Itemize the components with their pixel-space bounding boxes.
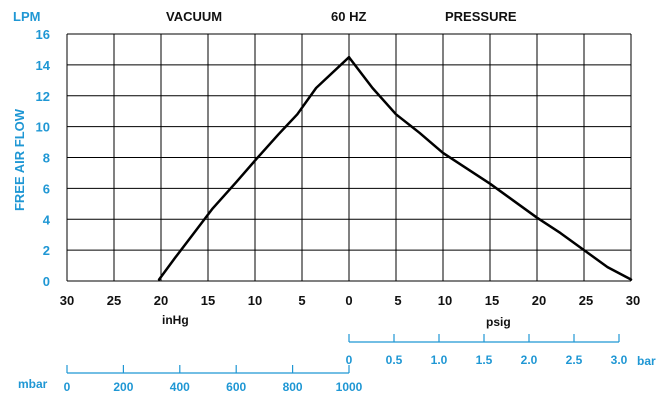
- bar-tick-label: 0.5: [386, 353, 403, 367]
- vacuum-tick-label: 30: [60, 293, 74, 308]
- curves: [157, 55, 633, 281]
- bar-unit-label: bar: [637, 354, 656, 368]
- mbar-tick-label: 200: [113, 380, 133, 394]
- y-tick-label: 0: [43, 274, 50, 289]
- pressure-tick-labels: 51015202530354045: [394, 293, 640, 308]
- bar-tick-label: 1.0: [431, 353, 448, 367]
- mbar-tick-label: 800: [283, 380, 303, 394]
- mbar-unit-label: mbar: [18, 377, 48, 391]
- vacuum-tick-label: 10: [248, 293, 262, 308]
- bar-tick-label: 2.0: [521, 353, 538, 367]
- mbar-tick-label: 600: [226, 380, 246, 394]
- y-tick-label: 10: [36, 120, 50, 135]
- vacuum-tick-label: 0: [345, 293, 352, 308]
- vacuum-tick-labels: 30 25 20 15 10 5 0: [60, 293, 353, 308]
- grid: [66, 33, 632, 282]
- vacuum-header: VACUUM: [166, 9, 222, 24]
- bar-axis: 0 0.5 1.0 1.5 2.0 2.5 3.0: [346, 334, 628, 367]
- mbar-tick-label: 1000: [336, 380, 363, 394]
- pressure-tick-label: 10: [438, 293, 452, 308]
- y-tick-label: 2: [43, 243, 50, 258]
- vacuum-tick-label: 5: [298, 293, 305, 308]
- pressure-header: PRESSURE: [445, 9, 517, 24]
- y-tick-label: 12: [36, 89, 50, 104]
- pressure-tick-label: 15: [485, 293, 499, 308]
- vacuum-curve: [157, 55, 351, 281]
- pressure-unit-label: psig: [486, 315, 511, 329]
- pressure-tick-label: 5: [394, 293, 401, 308]
- vacuum-tick-label: 15: [201, 293, 215, 308]
- vacuum-tick-label: 25: [107, 293, 121, 308]
- y-tick-label: 16: [36, 27, 50, 42]
- y-tick-label: 8: [43, 151, 50, 166]
- bar-tick-label: 1.5: [476, 353, 493, 367]
- mbar-tick-label: 0: [64, 380, 71, 394]
- y-tick-label: 14: [36, 58, 51, 73]
- pressure-curve: [347, 55, 633, 281]
- bar-tick-label: 0: [346, 353, 353, 367]
- frequency-header: 60 HZ: [331, 9, 366, 24]
- pressure-tick-label: 20: [532, 293, 546, 308]
- pressure-tick-label: 30: [626, 293, 640, 308]
- y-axis-title: FREE AIR FLOW: [12, 108, 27, 211]
- y-tick-label: 4: [43, 212, 51, 227]
- mbar-tick-label: 400: [170, 380, 190, 394]
- y-tick-labels: 0 2 4 6 8 10 12 14 16: [36, 27, 51, 289]
- y-tick-label: 6: [43, 181, 50, 196]
- bar-tick-label: 3.0: [611, 353, 628, 367]
- vacuum-tick-label: 20: [154, 293, 168, 308]
- mbar-axis: 0 200 400 600 800 1000: [64, 365, 363, 394]
- pressure-tick-label: 25: [579, 293, 593, 308]
- vacuum-unit-label: inHg: [162, 313, 189, 327]
- bar-tick-label: 2.5: [566, 353, 583, 367]
- y-unit-label: LPM: [13, 9, 40, 24]
